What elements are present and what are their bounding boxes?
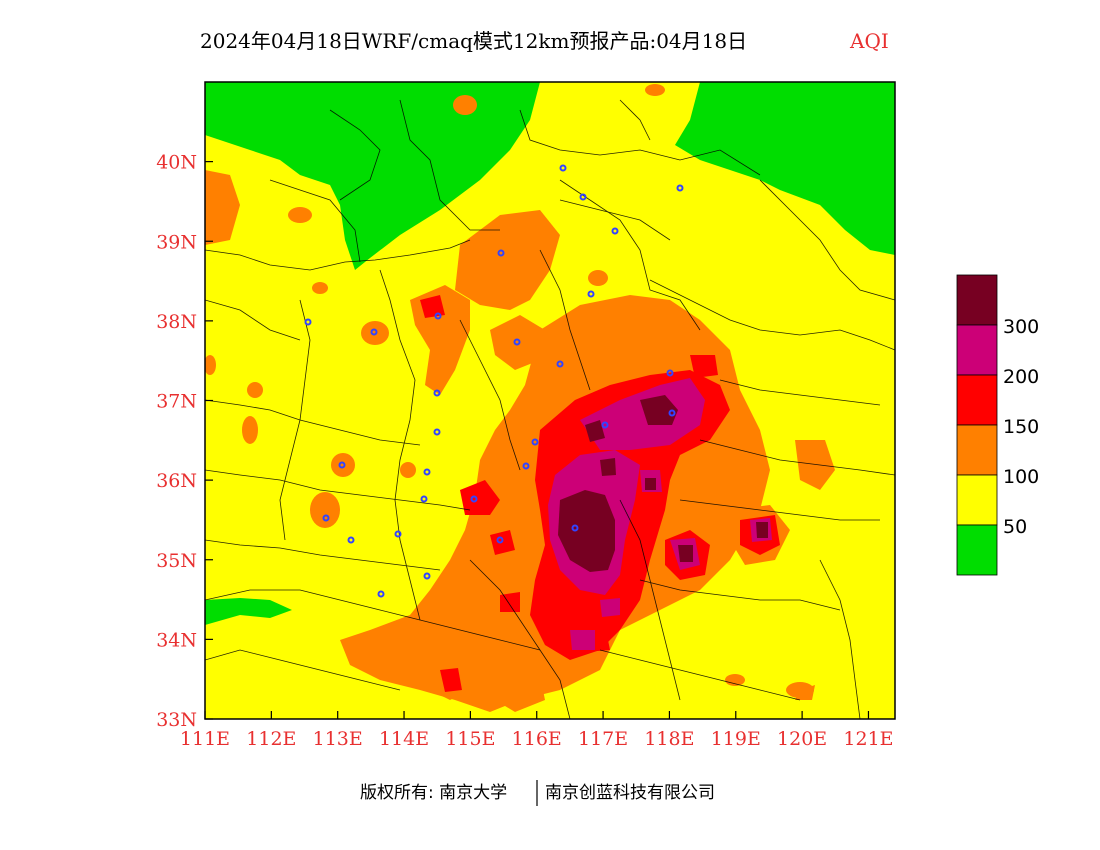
y-tick-label: 35N <box>156 550 197 572</box>
city-station-icon <box>571 524 579 532</box>
city-station-icon <box>559 164 567 172</box>
city-station-icon <box>497 249 505 257</box>
city-station-icon <box>394 530 402 538</box>
x-tick-label: 114E <box>379 728 429 750</box>
city-station-icon <box>496 536 504 544</box>
city-station-icon <box>470 495 478 503</box>
city-station-icon <box>433 389 441 397</box>
y-tick-label: 38N <box>156 311 197 333</box>
legend-label: 150 <box>1003 416 1039 438</box>
city-station-icon <box>676 184 684 192</box>
boundary-lines <box>205 99 895 719</box>
legend-swatch-sensitive <box>956 424 998 476</box>
aqi-legend: 300 200 150 100 50 <box>956 274 1039 576</box>
x-tick-label: 119E <box>711 728 761 750</box>
y-tick-label: 34N <box>156 629 197 651</box>
copyright-text: 版权所有: 南京大学 <box>360 783 507 803</box>
y-tick-label: 40N <box>156 152 197 174</box>
map-panel <box>205 82 895 719</box>
y-tick-label: 36N <box>156 470 197 492</box>
city-station-icon <box>377 590 385 598</box>
city-station-icon <box>423 468 431 476</box>
city-station-icon <box>423 572 431 580</box>
y-tick-label: 33N <box>156 709 197 731</box>
city-station-icon <box>666 369 674 377</box>
x-tick-label: 118E <box>644 728 694 750</box>
city-station-icon <box>587 290 595 298</box>
legend-label: 300 <box>1003 316 1039 338</box>
x-tick-label: 117E <box>578 728 628 750</box>
legend-label: 200 <box>1003 366 1039 388</box>
city-station-icon <box>434 312 442 320</box>
x-tick-label: 116E <box>512 728 562 750</box>
city-station-icon <box>579 193 587 201</box>
x-tick-label: 112E <box>246 728 296 750</box>
city-station-icon <box>531 438 539 446</box>
city-station-icon <box>668 409 676 417</box>
x-axis: 111E 112E 113E 114E 115E 116E 117E 118E 119E 120E… <box>180 711 894 750</box>
legend-label: 50 <box>1003 516 1027 538</box>
city-station-icon <box>420 495 428 503</box>
city-station-icon <box>304 318 312 326</box>
legend-swatch-very-unhealthy <box>956 324 998 376</box>
city-station-icon <box>611 227 619 235</box>
legend-swatch-unhealthy <box>956 374 998 426</box>
map-title: 2024年04月18日WRF/cmaq模式12km预报产品:04月18日 <box>200 29 747 53</box>
legend-swatch-good <box>956 524 998 576</box>
x-tick-label: 115E <box>445 728 495 750</box>
legend-swatch-hazardous <box>956 274 998 326</box>
city-station-icon <box>322 514 330 522</box>
city-station-icon <box>556 360 564 368</box>
y-tick-label: 39N <box>156 231 197 253</box>
sensitive-spots <box>205 84 814 698</box>
company-text: 南京创蓝科技有限公司 <box>545 783 715 803</box>
y-tick-label: 37N <box>156 391 197 413</box>
legend-swatch-moderate <box>956 474 998 526</box>
x-tick-label: 120E <box>777 728 827 750</box>
good-zones <box>205 82 895 625</box>
city-station-icon <box>433 428 441 436</box>
city-station-icon <box>522 462 530 470</box>
city-station-icon <box>338 461 346 469</box>
y-axis: 33N 34N 35N 36N 37N 38N 39N 40N <box>156 152 213 731</box>
x-tick-label: 113E <box>313 728 363 750</box>
x-tick-label: 121E <box>843 728 893 750</box>
city-station-markers <box>304 164 684 598</box>
city-station-icon <box>347 536 355 544</box>
hazardous-zones <box>558 395 768 572</box>
city-station-icon <box>513 338 521 346</box>
city-station-icon <box>370 328 378 336</box>
city-station-icon <box>601 421 609 429</box>
variable-label: AQI <box>849 29 889 53</box>
legend-label: 100 <box>1003 466 1039 488</box>
x-tick-label: 111E <box>180 728 230 750</box>
